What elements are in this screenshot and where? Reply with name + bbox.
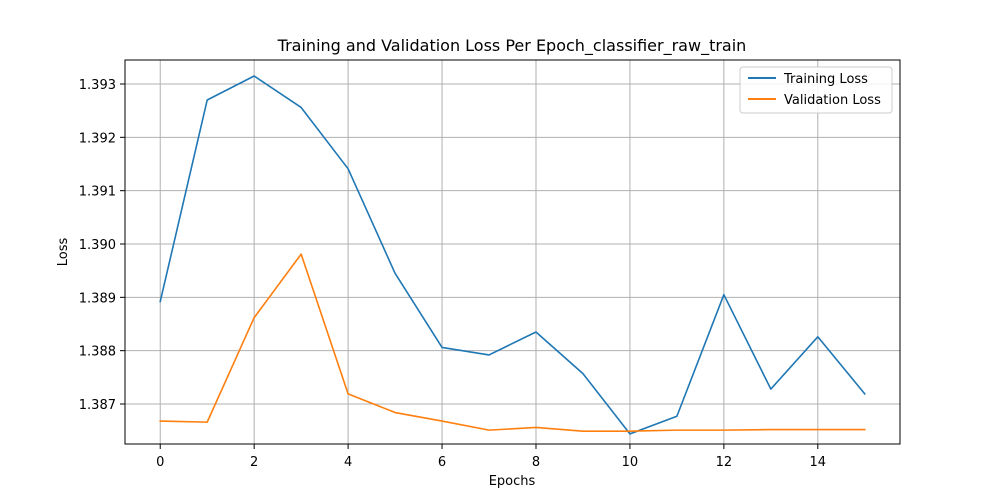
series-layer <box>159 75 866 435</box>
axes <box>124 59 901 445</box>
legend: Training Loss Validation Loss <box>739 66 893 114</box>
plot-background <box>125 60 900 444</box>
x-tick-label: 10 <box>622 455 639 470</box>
x-tick-label: 6 <box>438 455 446 470</box>
legend-training-label: Training Loss <box>783 72 868 87</box>
chart-title: Training and Validation Loss Per Epoch_c… <box>277 36 747 56</box>
y-tick-label: 1.392 <box>79 131 116 146</box>
y-tick-label: 1.387 <box>79 398 116 413</box>
x-tick-label: 14 <box>810 455 827 470</box>
plot-frame <box>124 59 901 445</box>
y-tick-label: 1.390 <box>79 238 116 253</box>
legend-validation-label: Validation Loss <box>784 93 881 108</box>
y-tick-label: 1.388 <box>79 345 116 360</box>
ticks: 0 2 4 6 8 10 12 14 1.387 1.388 1.389 1.390 1.391 1.39… <box>79 78 826 470</box>
x-tick-label: 4 <box>344 455 352 470</box>
y-tick-label: 1.391 <box>79 185 116 200</box>
y-tick-label: 1.389 <box>79 291 116 306</box>
training-loss-line <box>159 75 866 435</box>
validation-loss-line <box>159 253 866 433</box>
grid <box>125 60 900 444</box>
x-axis-label: Epochs <box>489 474 536 489</box>
x-tick-label: 0 <box>156 455 164 470</box>
x-tick-label: 12 <box>716 455 733 470</box>
y-axis-label: Loss <box>56 238 71 267</box>
x-tick-label: 8 <box>532 455 540 470</box>
x-tick-label: 2 <box>250 455 258 470</box>
legend-box <box>739 66 893 114</box>
y-tick-label: 1.393 <box>79 78 116 93</box>
